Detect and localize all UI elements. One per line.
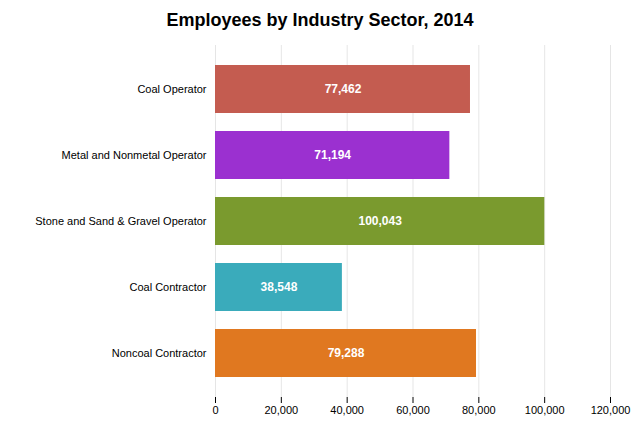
svg-text:20,000: 20,000: [265, 404, 299, 416]
svg-text:Metal and Nonmetal Operator: Metal and Nonmetal Operator: [62, 149, 207, 161]
svg-text:38,548: 38,548: [261, 280, 298, 294]
svg-text:40,000: 40,000: [330, 404, 364, 416]
svg-text:Stone and Sand & Gravel Operat: Stone and Sand & Gravel Operator: [35, 215, 207, 227]
svg-text:79,288: 79,288: [328, 346, 365, 360]
svg-text:120,000: 120,000: [591, 404, 631, 416]
html-text:Employees by Industry Sector,: Employees by Industry Sector, 2014: [166, 10, 474, 30]
svg-text:100,000: 100,000: [525, 404, 565, 416]
svg-text:71,194: 71,194: [314, 148, 351, 162]
svg-text:Coal Operator: Coal Operator: [137, 83, 206, 95]
svg-text:60,000: 60,000: [396, 404, 430, 416]
svg-text:Noncoal Contractor: Noncoal Contractor: [112, 347, 207, 359]
svg-text:0: 0: [212, 404, 218, 416]
svg-text:Coal Contractor: Coal Contractor: [129, 281, 206, 293]
svg-text:100,043: 100,043: [358, 214, 402, 228]
svg-text:80,000: 80,000: [462, 404, 496, 416]
svg-text:77,462: 77,462: [325, 82, 362, 96]
